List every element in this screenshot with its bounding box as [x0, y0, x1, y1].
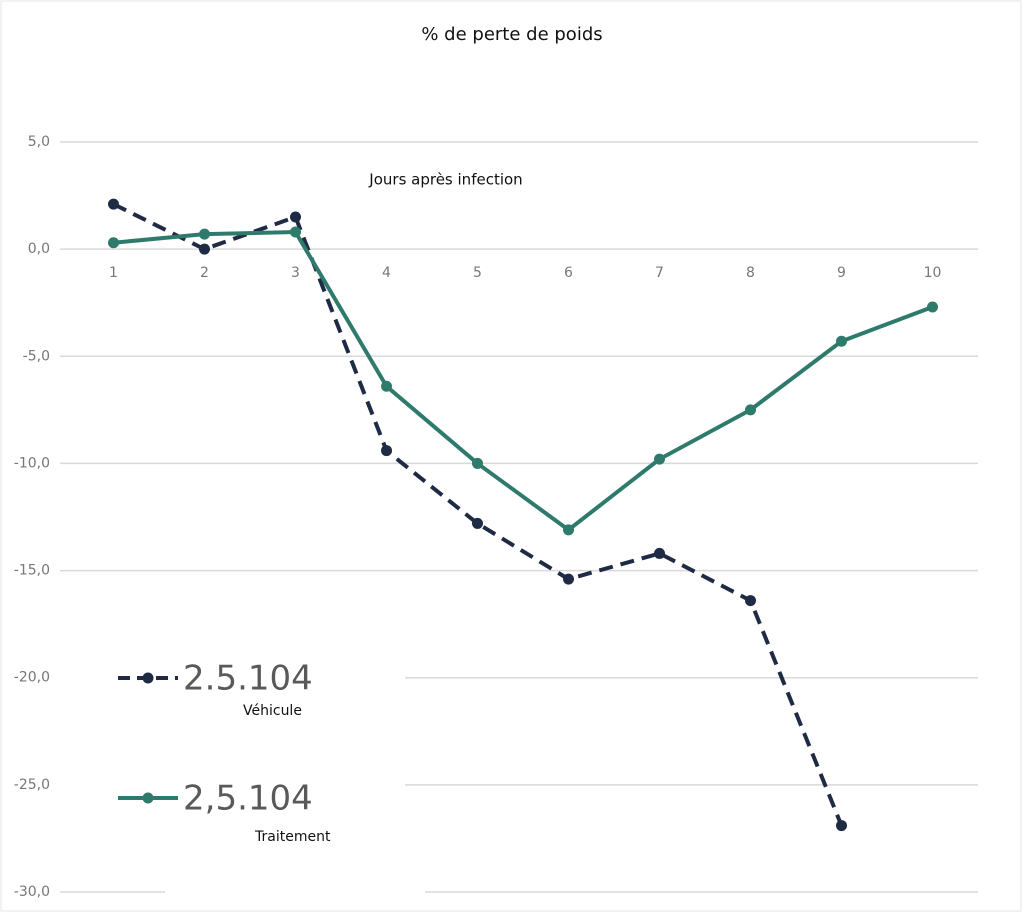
x-tick-label: 9 [837, 265, 846, 281]
data-point [108, 237, 119, 249]
y-tick-label: 5,0 [28, 134, 50, 150]
data-point [836, 820, 847, 832]
data-point [199, 243, 210, 255]
y-tick-label: -10,0 [14, 455, 50, 471]
data-point [290, 226, 301, 238]
x-tick-label: 3 [291, 265, 300, 281]
series-line [113, 229, 934, 533]
x-tick-label: 2 [200, 265, 209, 281]
x-tick-label: 6 [564, 265, 573, 281]
data-point [199, 228, 210, 240]
data-point [381, 380, 392, 392]
y-tick-label: -15,0 [14, 563, 50, 579]
y-tick-label: -20,0 [14, 670, 50, 686]
legend-mask [60, 655, 405, 870]
data-point [745, 595, 756, 607]
legend-name: Traitement [254, 829, 331, 845]
x-tick-label: 10 [924, 265, 942, 281]
x-axis-title: Jours après infection [368, 171, 522, 189]
legend-text: 2,5.104 [183, 779, 313, 819]
legend-swatch-dot [142, 672, 154, 684]
x-tick-label: 7 [655, 265, 664, 281]
legend-swatch-dot [142, 792, 154, 804]
x-tick-label: 8 [746, 265, 755, 281]
data-point [472, 517, 483, 529]
y-tick-label: -25,0 [14, 777, 50, 793]
data-point [745, 404, 756, 416]
data-point [654, 453, 665, 465]
series-line [112, 202, 844, 827]
y-tick-label: 0,0 [28, 241, 50, 257]
data-point [654, 547, 665, 559]
x-tick-label: 1 [109, 265, 118, 281]
data-point [563, 573, 574, 585]
x-tick-label: 5 [473, 265, 482, 281]
legend-mask [165, 884, 425, 900]
data-point [381, 445, 392, 457]
y-tick-label: -30,0 [14, 884, 50, 900]
x-tick-label: 4 [382, 265, 391, 281]
data-point [290, 211, 301, 223]
data-point [836, 335, 847, 347]
y-tick-label: -5,0 [23, 348, 50, 364]
data-point [472, 457, 483, 469]
data-point [563, 524, 574, 536]
legend-text: 2.5.104 [183, 659, 313, 699]
chart-title: % de perte de poids [421, 24, 602, 45]
legend-name: Véhicule [243, 703, 302, 719]
data-point [108, 198, 119, 210]
data-point [927, 301, 938, 313]
